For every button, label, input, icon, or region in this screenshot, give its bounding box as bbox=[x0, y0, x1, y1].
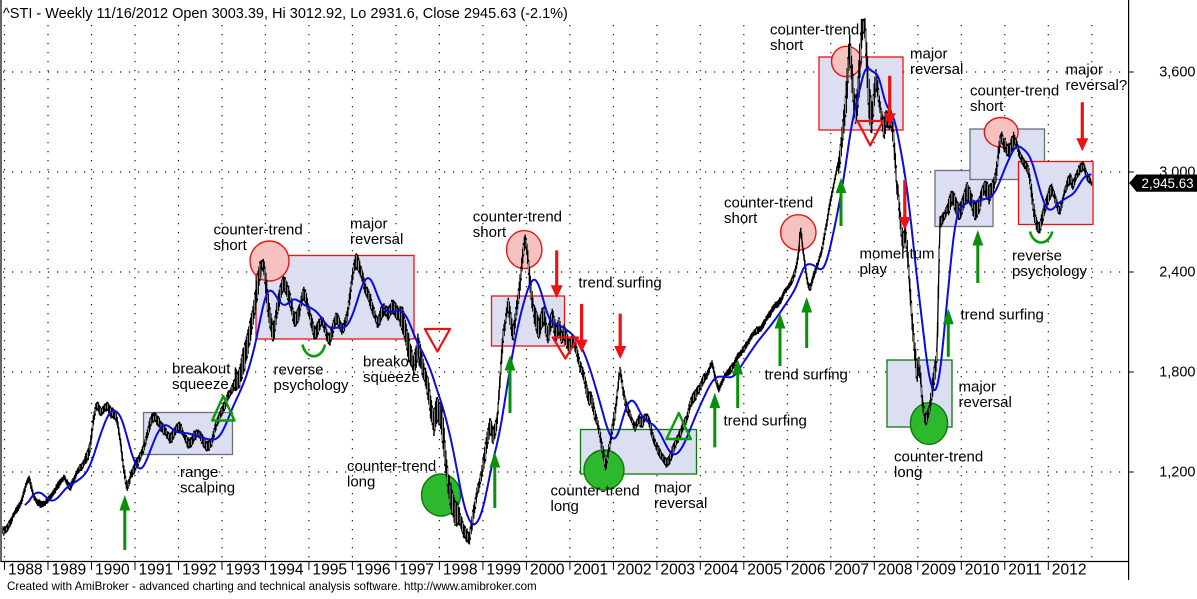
svg-text:2000: 2000 bbox=[530, 562, 565, 579]
svg-text:1993: 1993 bbox=[226, 562, 261, 579]
svg-text:counter-trend: counter-trend bbox=[214, 222, 303, 239]
svg-text:1998: 1998 bbox=[443, 562, 478, 579]
svg-text:1997: 1997 bbox=[399, 562, 434, 579]
svg-text:long: long bbox=[347, 474, 375, 491]
svg-text:Created with AmiBroker - advan: Created with AmiBroker - advanced charti… bbox=[7, 580, 537, 593]
svg-text:1996: 1996 bbox=[356, 562, 391, 579]
svg-text:2008: 2008 bbox=[878, 562, 913, 579]
svg-text:psychology: psychology bbox=[1012, 263, 1088, 280]
svg-text:counter-trend: counter-trend bbox=[970, 83, 1059, 100]
svg-text:major: major bbox=[910, 46, 948, 63]
svg-text:counter-trend: counter-trend bbox=[347, 458, 436, 475]
svg-text:counter-trend: counter-trend bbox=[894, 449, 983, 466]
svg-text:trend surfing: trend surfing bbox=[578, 275, 661, 292]
svg-text:reversal: reversal bbox=[654, 495, 707, 512]
svg-text:major: major bbox=[1066, 62, 1104, 79]
svg-text:long: long bbox=[551, 498, 579, 515]
svg-text:2005: 2005 bbox=[747, 562, 782, 579]
svg-text:1994: 1994 bbox=[269, 562, 304, 579]
svg-text:play: play bbox=[860, 261, 888, 278]
svg-text:scalping: scalping bbox=[180, 480, 235, 497]
svg-text:major: major bbox=[350, 216, 388, 233]
svg-text:2012: 2012 bbox=[1052, 562, 1087, 579]
svg-text:2001: 2001 bbox=[573, 562, 608, 579]
svg-text:2,945.63: 2,945.63 bbox=[1142, 176, 1194, 191]
svg-text:1,800: 1,800 bbox=[1159, 365, 1195, 381]
svg-text:squeeze: squeeze bbox=[363, 369, 420, 386]
svg-text:squeeze: squeeze bbox=[172, 376, 229, 393]
svg-text:short: short bbox=[970, 98, 1004, 115]
svg-text:short: short bbox=[770, 37, 804, 54]
svg-text:2011: 2011 bbox=[1008, 562, 1042, 579]
svg-text:2003: 2003 bbox=[660, 562, 695, 579]
svg-text:1989: 1989 bbox=[52, 562, 87, 579]
svg-text:2010: 2010 bbox=[965, 562, 1000, 579]
svg-text:psychology: psychology bbox=[274, 377, 350, 394]
svg-text:1992: 1992 bbox=[182, 562, 217, 579]
svg-text:trend surfing: trend surfing bbox=[724, 413, 807, 430]
svg-text:2004: 2004 bbox=[704, 562, 739, 579]
svg-text:long: long bbox=[894, 464, 922, 481]
svg-text:1988: 1988 bbox=[8, 562, 43, 579]
svg-text:2006: 2006 bbox=[791, 562, 826, 579]
svg-text:reverse: reverse bbox=[1012, 248, 1062, 265]
svg-text:1995: 1995 bbox=[312, 562, 347, 579]
svg-text:reversal: reversal bbox=[959, 394, 1012, 411]
svg-text:2,400: 2,400 bbox=[1159, 265, 1195, 281]
svg-text:short: short bbox=[724, 210, 758, 227]
svg-text:1990: 1990 bbox=[95, 562, 130, 579]
svg-text:momentum: momentum bbox=[860, 246, 935, 263]
svg-text:counter-trend: counter-trend bbox=[724, 195, 813, 212]
svg-text:short: short bbox=[214, 237, 248, 254]
svg-text:2007: 2007 bbox=[834, 562, 869, 579]
svg-text:1999: 1999 bbox=[486, 562, 521, 579]
svg-text:counter-trend: counter-trend bbox=[473, 209, 562, 226]
svg-text:major: major bbox=[959, 379, 997, 396]
svg-text:3,600: 3,600 bbox=[1159, 65, 1195, 81]
svg-text:short: short bbox=[473, 224, 507, 241]
svg-text:reversal: reversal bbox=[350, 231, 403, 248]
svg-text:breakout: breakout bbox=[363, 354, 422, 371]
svg-text:^STI - Weekly 11/16/2012 Open: ^STI - Weekly 11/16/2012 Open 3003.39, H… bbox=[3, 6, 568, 22]
svg-text:2009: 2009 bbox=[921, 562, 956, 579]
svg-text:major: major bbox=[654, 480, 692, 497]
svg-text:counter-trend: counter-trend bbox=[551, 483, 640, 500]
svg-text:1,200: 1,200 bbox=[1159, 465, 1195, 481]
svg-text:reversal: reversal bbox=[910, 61, 963, 78]
svg-text:reversal?: reversal? bbox=[1066, 77, 1128, 94]
svg-text:range: range bbox=[180, 464, 218, 481]
svg-text:1991: 1991 bbox=[139, 562, 174, 579]
svg-text:2002: 2002 bbox=[617, 562, 652, 579]
svg-text:trend surfing: trend surfing bbox=[765, 367, 848, 384]
svg-text:counter-trend: counter-trend bbox=[770, 22, 859, 39]
svg-text:reverse: reverse bbox=[274, 362, 324, 379]
svg-text:breakout: breakout bbox=[172, 361, 231, 378]
svg-text:trend surfing: trend surfing bbox=[961, 307, 1044, 324]
